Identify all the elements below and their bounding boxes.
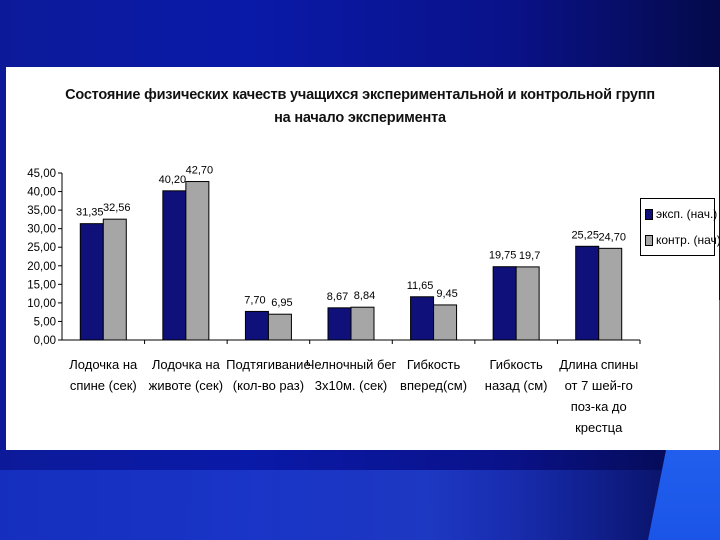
data-label: 25,25 (571, 229, 599, 241)
category-label: спине (сек) (70, 378, 137, 393)
y-tick-label: 45,00 (27, 168, 56, 180)
bar-ctrl (350, 306, 375, 341)
category-label: Длина спины (559, 357, 638, 372)
y-tick-label: 40,00 (27, 187, 56, 199)
category-label: Гибкость (407, 357, 461, 372)
category-label: Подтягивание (226, 357, 311, 372)
legend-swatch-ctrl (645, 234, 653, 246)
category-label: Лодочка на (69, 357, 138, 372)
data-label: 19,75 (489, 250, 517, 262)
y-tick-label: 35,00 (27, 205, 56, 217)
data-label: 6,95 (271, 297, 292, 309)
category-label: Лодочка на (152, 357, 221, 372)
category-label: от 7 шей-го (565, 378, 633, 393)
category-label: 3х10м. (сек) (315, 378, 387, 393)
chart-bars (79, 181, 623, 341)
data-label: 7,70 (244, 294, 265, 306)
data-label: 11,65 (407, 280, 434, 292)
data-label: 40,20 (159, 174, 187, 186)
data-label: 42,70 (186, 165, 214, 177)
y-tick-label: 5,00 (34, 316, 56, 328)
chart-title: Состояние физических качеств учащихся эк… (65, 87, 655, 126)
data-label: 32,56 (103, 202, 131, 214)
category-label: Гибкость (489, 357, 543, 372)
y-tick-label: 10,00 (27, 298, 56, 310)
y-tick-label: 0,00 (34, 335, 56, 347)
slide-decoration-bottom (0, 470, 720, 540)
legend-item-exp: эксп. (нач.) (645, 207, 717, 221)
bar-exp (575, 245, 600, 341)
bar-ctrl (515, 266, 540, 341)
category-label: вперед(см) (400, 378, 467, 393)
y-tick-label: 15,00 (27, 279, 56, 291)
bar-exp (162, 190, 187, 341)
data-label: 24,70 (598, 231, 626, 243)
legend-item-ctrl: контр. (нач) (645, 233, 720, 247)
category-labels: Лодочка на спине (сек) Лодочка на животе (с… (69, 357, 638, 435)
legend: эксп. (нач.) контр. (нач) (640, 198, 720, 256)
data-label: 31,35 (76, 207, 104, 219)
legend-label-exp: эксп. (нач.) (656, 207, 718, 221)
category-label: назад (см) (485, 378, 548, 393)
bar-exp (410, 296, 435, 341)
legend-label-ctrl: контр. (нач) (656, 233, 720, 247)
y-tick-label: 30,00 (27, 224, 56, 236)
category-label: (кол-во раз) (233, 378, 304, 393)
y-tick-label: 25,00 (27, 242, 56, 254)
data-label: 9,45 (436, 288, 457, 300)
bar-exp (244, 310, 269, 341)
y-tick-labels: 0,00 5,00 10,00 15,00 20,00 25,00 30,00 35,00 40… (27, 168, 56, 347)
bar-ctrl (185, 181, 210, 341)
bar-ctrl (267, 313, 292, 341)
category-label: животе (сек) (149, 378, 223, 393)
legend-swatch-exp (645, 208, 653, 220)
bar-exp (79, 223, 104, 341)
category-label: крестца (575, 420, 623, 435)
y-tick-label: 20,00 (27, 261, 56, 273)
bar-ctrl (433, 304, 458, 341)
category-label: Челночный бег (306, 357, 397, 372)
bar-ctrl (102, 218, 127, 341)
data-label: 8,84 (354, 290, 375, 302)
bar-exp (327, 307, 352, 341)
bar-ctrl (598, 247, 623, 341)
bar-exp (492, 266, 517, 341)
data-label: 19,7 (519, 250, 540, 262)
data-label: 8,67 (327, 291, 348, 303)
category-label: поз-ка до (571, 399, 627, 414)
